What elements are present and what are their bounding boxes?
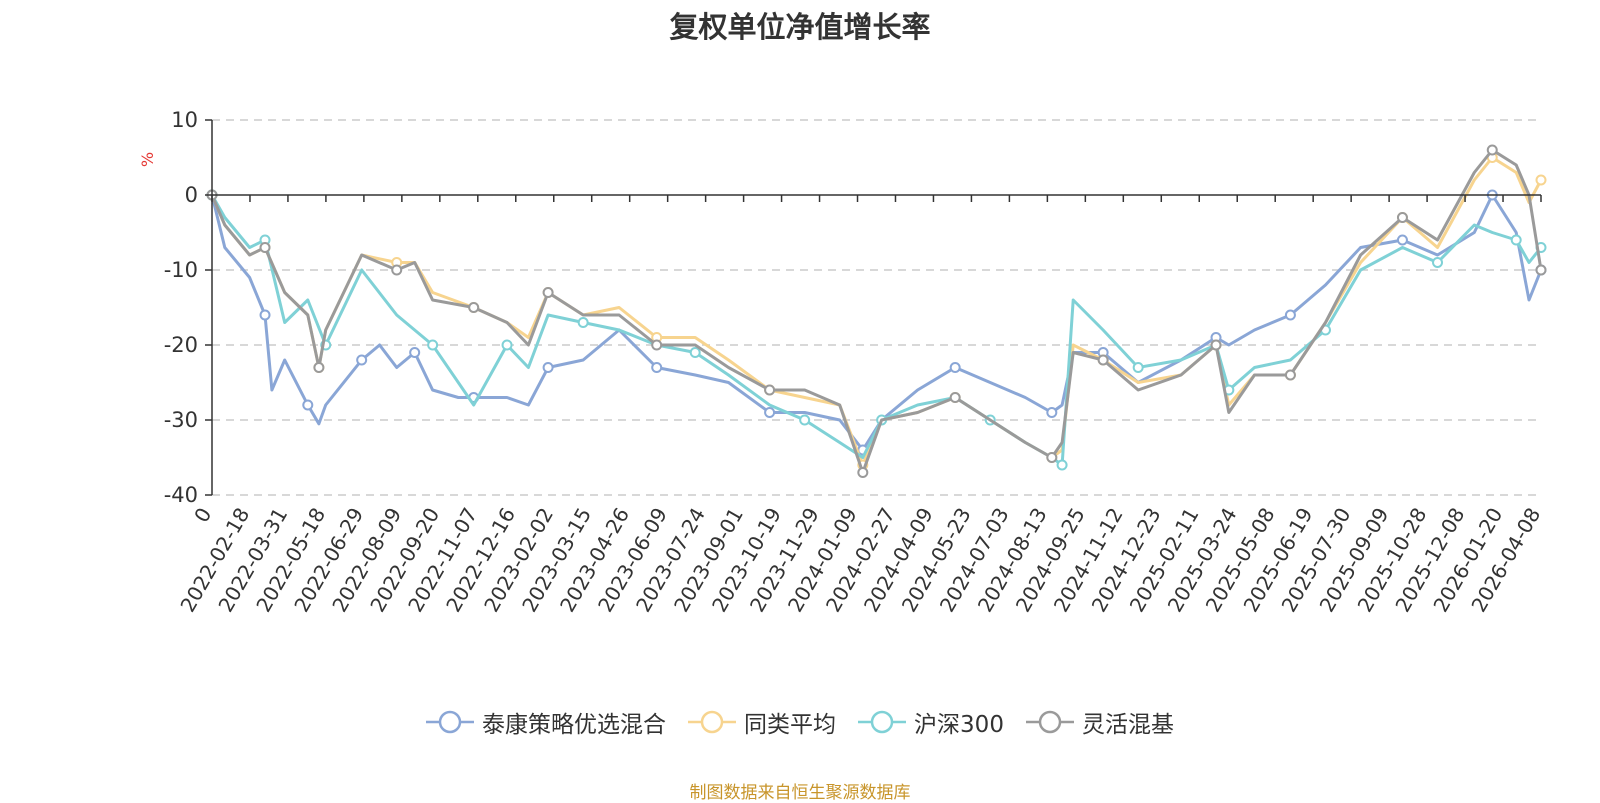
series-point-3 bbox=[313, 362, 325, 373]
legend-marker-flexible-mixed-icon bbox=[1025, 710, 1074, 734]
legend-item-peer-average[interactable]: 同类平均 bbox=[688, 705, 836, 739]
line-chart: 100-10-20-30-4002022-02-182022-03-312022… bbox=[164, 108, 1547, 616]
series-point-3 bbox=[542, 287, 554, 298]
series-point-0 bbox=[764, 407, 776, 418]
series-point-3 bbox=[764, 384, 776, 396]
legend-label-peer-average: 同类平均 bbox=[744, 712, 837, 738]
series-point-3 bbox=[468, 302, 480, 313]
series-point-3 bbox=[1046, 452, 1058, 463]
legend-marker-peer-average-icon bbox=[688, 710, 737, 734]
series-point-0 bbox=[1046, 407, 1058, 418]
legend-label-fund: 泰康策略优选混合 bbox=[482, 712, 667, 738]
series-point-3 bbox=[857, 467, 869, 478]
y-tick-label: -20 bbox=[164, 333, 198, 357]
legend: 泰康策略优选混合 同类平均 沪深300 灵活混基 bbox=[0, 705, 1600, 739]
x-tick-label: 0 bbox=[189, 504, 216, 527]
y-tick-label: -30 bbox=[164, 408, 198, 432]
series-point-0 bbox=[409, 347, 421, 358]
series-point-2 bbox=[501, 339, 513, 351]
series-point-3 bbox=[1210, 339, 1222, 351]
series-point-0 bbox=[1284, 309, 1296, 321]
series-point-3 bbox=[1396, 212, 1408, 223]
series-point-1 bbox=[1535, 174, 1547, 186]
series-point-0 bbox=[302, 399, 314, 411]
series-point-3 bbox=[949, 392, 961, 403]
chart-title: 复权单位净值增长率 bbox=[669, 10, 931, 44]
series-point-3 bbox=[651, 339, 663, 351]
series-point-0 bbox=[949, 362, 961, 373]
series-point-0 bbox=[356, 354, 368, 366]
series-point-3 bbox=[1486, 144, 1498, 156]
series-point-2 bbox=[799, 414, 811, 426]
series-point-0 bbox=[542, 362, 554, 373]
series-line-3 bbox=[210, 148, 1543, 474]
legend-label-csi300: 沪深300 bbox=[914, 712, 1004, 738]
y-tick-label: -40 bbox=[164, 483, 198, 507]
y-tick-label: 10 bbox=[171, 108, 198, 132]
legend-item-csi300[interactable]: 沪深300 bbox=[858, 705, 1004, 739]
series-line-0 bbox=[210, 193, 1543, 452]
series-point-3 bbox=[259, 242, 271, 253]
series-point-2 bbox=[427, 339, 439, 351]
series-point-3 bbox=[1535, 264, 1547, 276]
series-point-3 bbox=[391, 264, 403, 276]
y-tick-label: -10 bbox=[164, 258, 198, 282]
series-layer bbox=[206, 144, 1547, 478]
axis-layer: 100-10-20-30-4002022-02-182022-03-312022… bbox=[164, 108, 1546, 616]
series-point-2 bbox=[1510, 234, 1522, 246]
legend-label-flexible-mixed: 灵活混基 bbox=[1081, 712, 1174, 738]
series-point-3 bbox=[1284, 369, 1296, 381]
series-line-2 bbox=[210, 194, 1543, 467]
series-point-2 bbox=[689, 347, 701, 358]
data-source-note: 制图数据来自恒生聚源数据库 bbox=[689, 783, 911, 803]
series-point-0 bbox=[651, 362, 663, 373]
legend-item-fund[interactable]: 泰康策略优选混合 bbox=[426, 705, 666, 739]
legend-item-flexible-mixed[interactable]: 灵活混基 bbox=[1025, 705, 1174, 739]
series-point-3 bbox=[1097, 354, 1109, 366]
series-point-2 bbox=[1132, 362, 1144, 373]
legend-marker-csi300-icon bbox=[858, 710, 907, 734]
series-point-2 bbox=[1056, 459, 1068, 471]
series-point-0 bbox=[1396, 234, 1408, 246]
grid-layer bbox=[212, 119, 1541, 496]
y-tick-label: 0 bbox=[185, 183, 198, 207]
series-point-0 bbox=[259, 309, 271, 321]
series-point-2 bbox=[1432, 257, 1444, 268]
legend-marker-fund-icon bbox=[426, 710, 475, 734]
series-point-2 bbox=[577, 317, 589, 328]
